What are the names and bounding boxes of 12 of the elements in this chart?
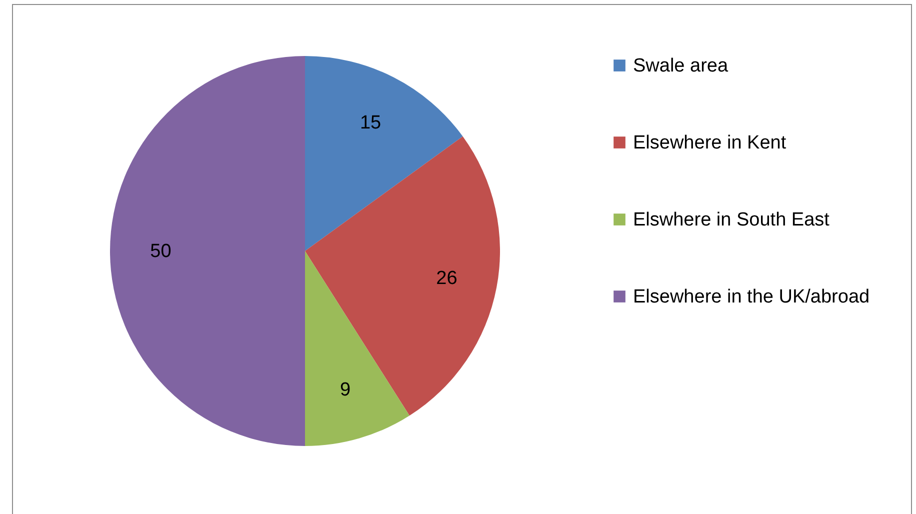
legend-label: Elsewhere in the UK/abroad bbox=[633, 286, 870, 308]
pie-slice bbox=[305, 56, 463, 251]
legend-label: Elsewhere in Kent bbox=[633, 132, 787, 154]
data-label: 50 bbox=[150, 241, 172, 262]
pie-slice bbox=[305, 251, 410, 446]
data-label: 26 bbox=[436, 268, 458, 290]
legend-label: Elswhere in South East bbox=[633, 210, 830, 230]
pie-slice bbox=[305, 136, 500, 416]
data-label: 15 bbox=[360, 112, 382, 134]
legend-label: Swale area bbox=[633, 56, 728, 76]
data-label: 9 bbox=[340, 380, 351, 401]
pie-slice bbox=[110, 56, 305, 446]
